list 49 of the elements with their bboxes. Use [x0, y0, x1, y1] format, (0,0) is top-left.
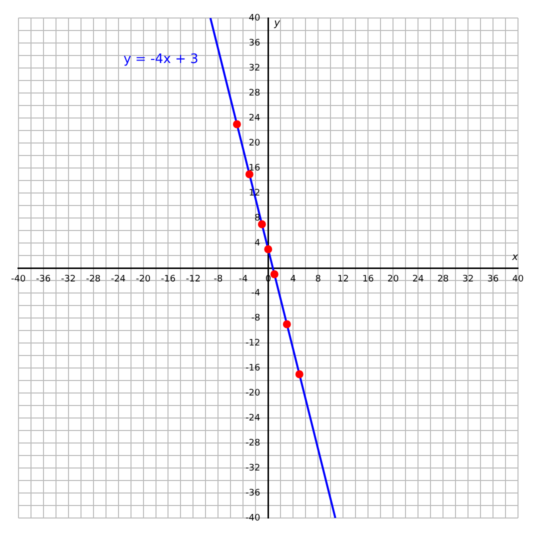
y-tick-label: 16 — [248, 163, 260, 174]
y-tick-label: 40 — [248, 13, 260, 24]
y-tick-label: 32 — [248, 63, 260, 74]
point — [270, 270, 278, 278]
y-tick-label: -8 — [251, 313, 260, 324]
x-tick-label: 32 — [462, 274, 474, 285]
y-tick-label: -24 — [245, 413, 260, 424]
y-tick-label: 24 — [248, 113, 260, 124]
y-axis-title: y — [273, 18, 282, 29]
x-tick-label: -40 — [11, 274, 26, 285]
y-tick-label: -20 — [245, 388, 260, 398]
x-tick-label: 12 — [337, 274, 349, 285]
x-tick-label: -12 — [186, 274, 201, 285]
point — [295, 370, 304, 378]
x-tick-label: 20 — [387, 274, 400, 285]
x-tick-label: 24 — [412, 274, 424, 285]
x-tick-label: -20 — [136, 274, 151, 285]
y-tick-label: 36 — [248, 38, 260, 48]
x-tick-label: -4 — [238, 274, 248, 285]
y-tick-label: 28 — [248, 88, 260, 98]
y-tick-label: -28 — [245, 438, 260, 448]
y-tick-label: -40 — [245, 513, 260, 524]
x-tick-label: 8 — [315, 274, 322, 285]
y-tick-label: -32 — [245, 463, 260, 474]
y-tick-label: -12 — [245, 338, 260, 348]
x-tick-label: 40 — [512, 274, 524, 285]
point — [282, 320, 291, 328]
x-tick-label: -24 — [110, 274, 126, 285]
y-tick-label: -36 — [245, 488, 260, 498]
x-tick-label: -32 — [60, 274, 76, 285]
point — [264, 245, 272, 254]
y-tick-label: 4 — [254, 238, 260, 248]
x-tick-label: -8 — [214, 274, 223, 285]
y-tick-label: -16 — [245, 363, 260, 374]
x-tick-label: -36 — [36, 274, 51, 285]
y-tick-label: 8 — [254, 213, 260, 224]
x-tick-label: 36 — [487, 274, 500, 285]
x-tick-label: -16 — [160, 274, 176, 285]
point — [258, 220, 266, 228]
series-label: y = -4x + 3 — [123, 52, 198, 67]
point — [245, 170, 254, 178]
y-tick-label: -4 — [251, 288, 260, 298]
point — [232, 120, 241, 128]
y-tick-label: 20 — [248, 138, 260, 148]
x-axis-title: x — [511, 252, 518, 263]
x-tick-label: 4 — [290, 274, 296, 285]
x-tick-label: 28 — [437, 274, 450, 285]
x-tick-label: -28 — [86, 274, 101, 285]
x-tick-label: 16 — [362, 274, 374, 285]
